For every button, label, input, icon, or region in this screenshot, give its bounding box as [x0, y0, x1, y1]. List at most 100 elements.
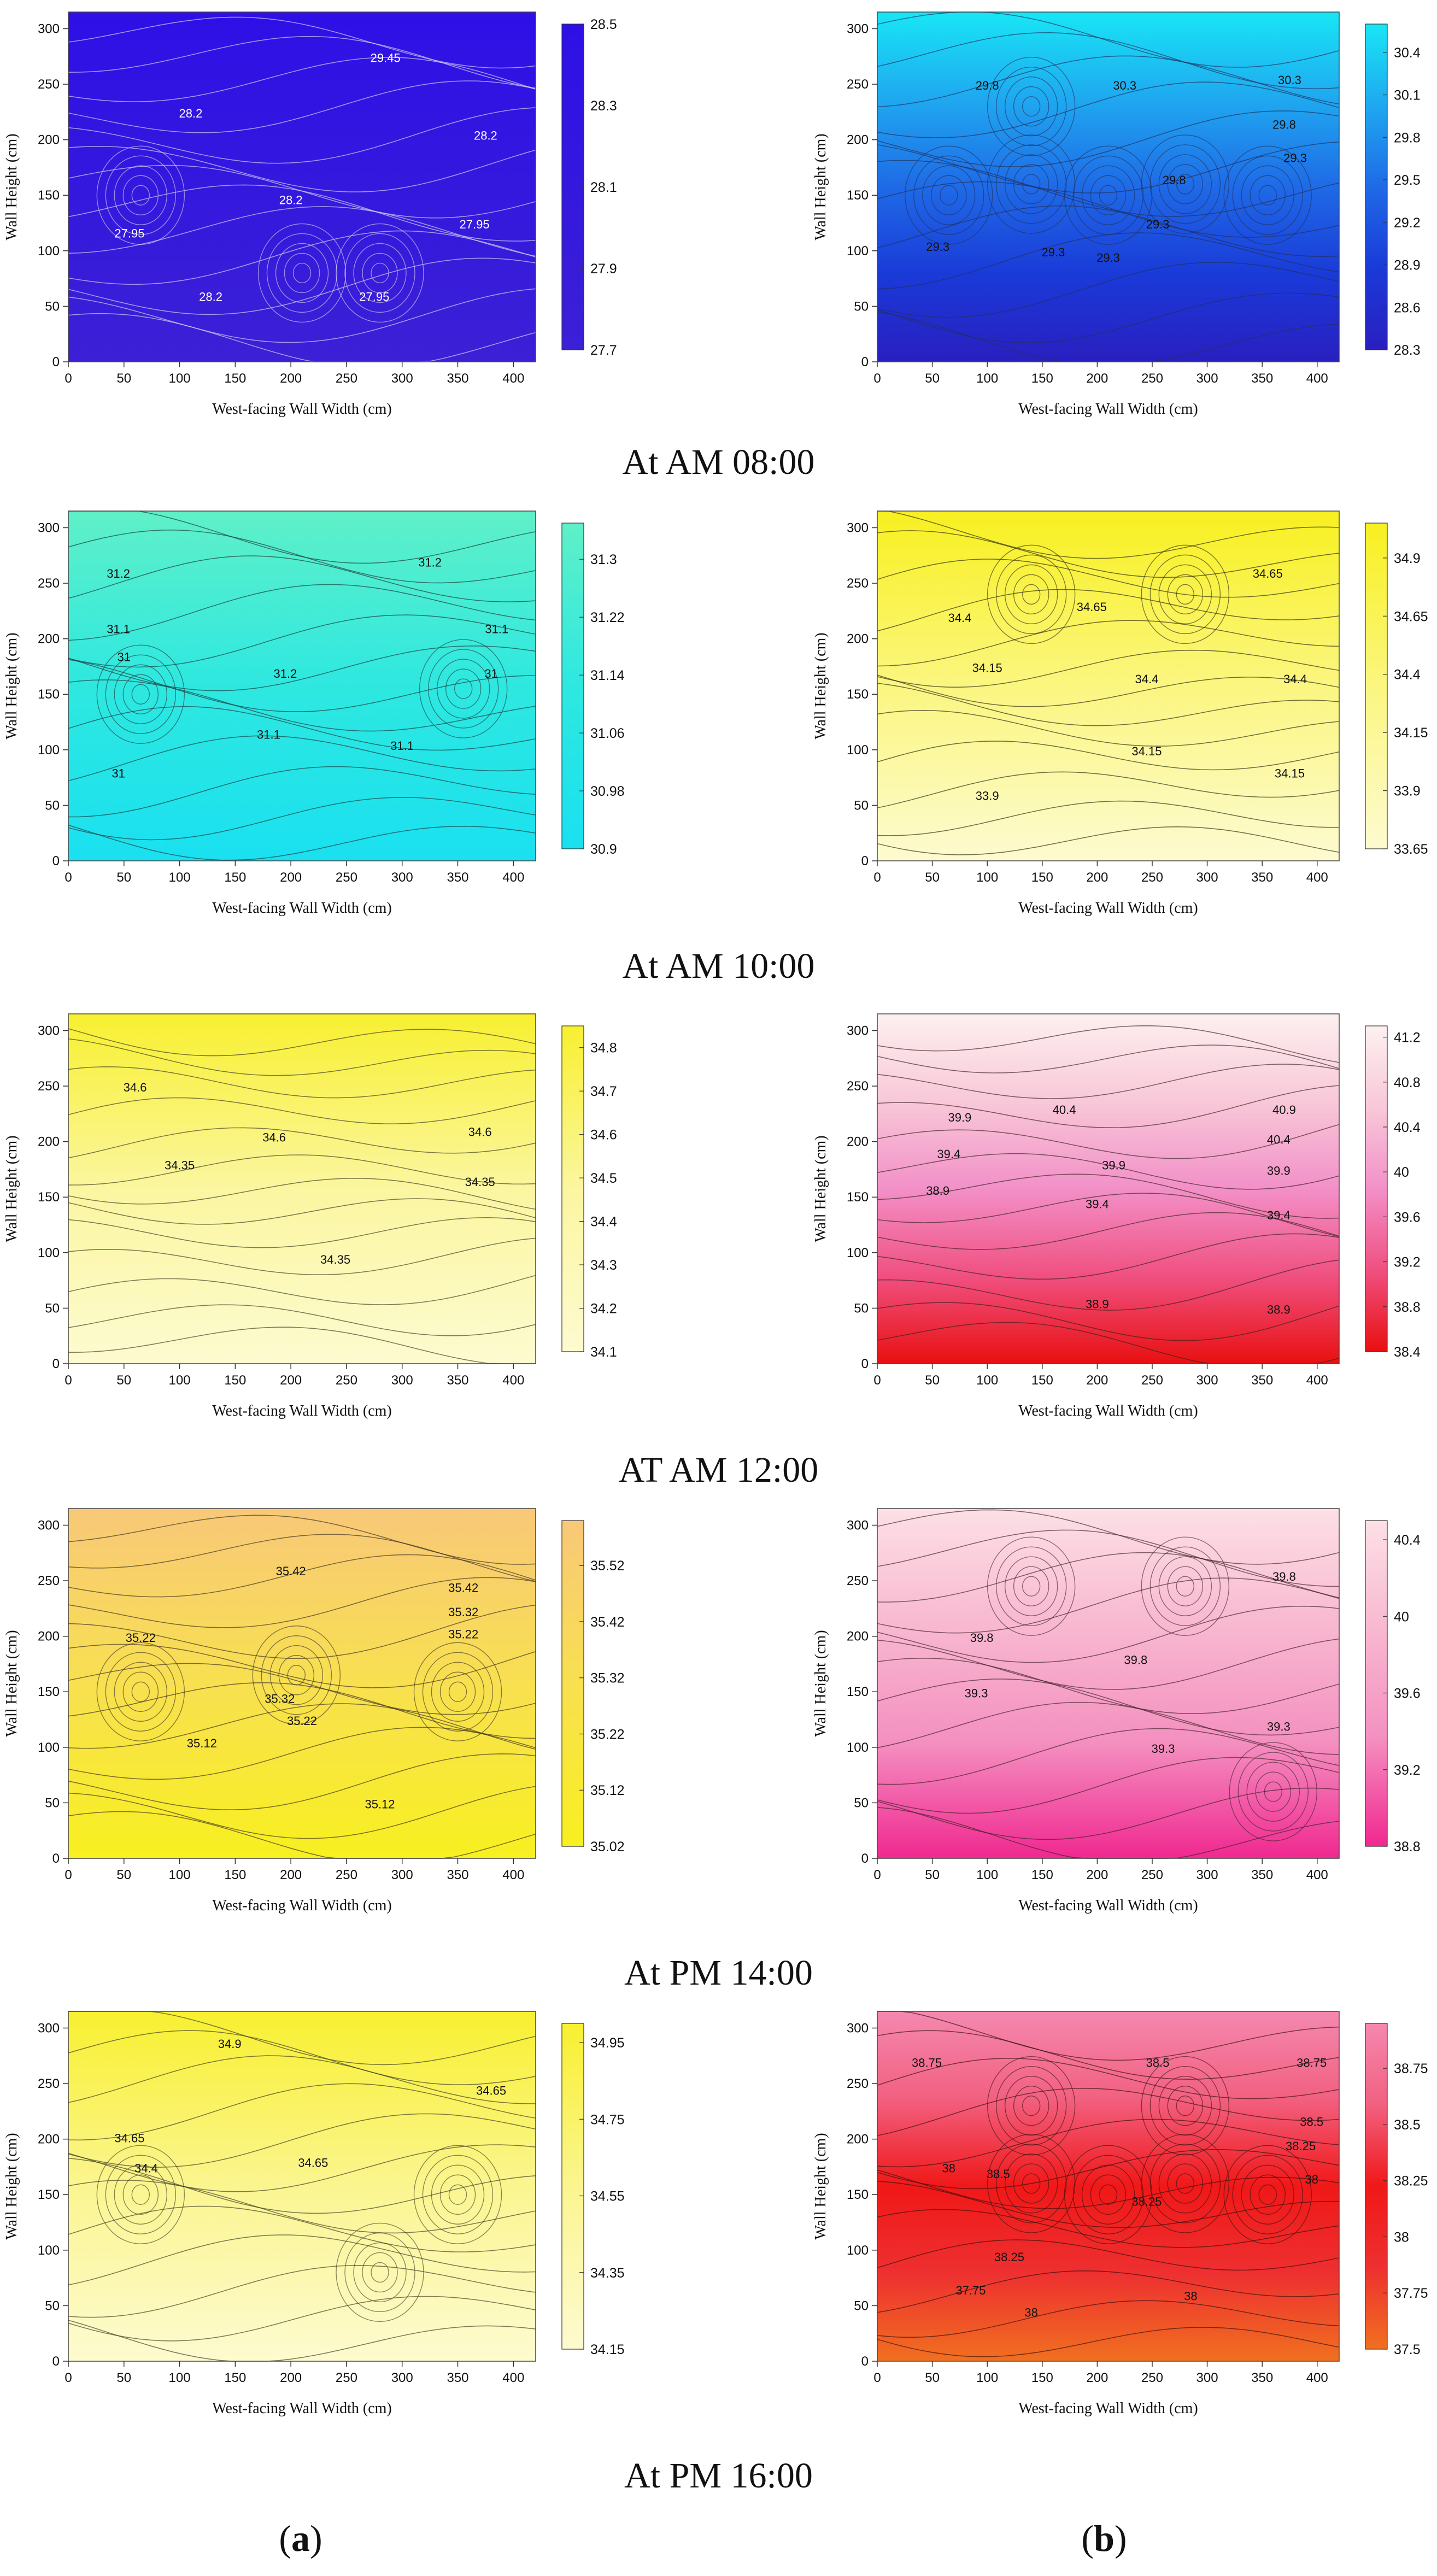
y-tick-label: 0 [861, 1851, 869, 1866]
contour-ring [1072, 2155, 1144, 2234]
contour-ring [292, 262, 312, 284]
contour-label: 28.2 [179, 107, 203, 120]
contour-line [877, 559, 1340, 598]
contour-ring [96, 1642, 185, 1741]
contour-line [877, 2030, 1340, 2080]
x-tick-label: 50 [925, 1868, 940, 1882]
contour-label: 29.45 [371, 51, 401, 64]
colorbar-tick-label: 40.4 [1394, 1120, 1421, 1135]
x-tick-label: 0 [873, 371, 881, 386]
contour-line [68, 2234, 536, 2286]
contour-line [877, 1577, 1340, 1634]
y-tick-label: 250 [847, 1574, 869, 1588]
contour-ring [995, 2066, 1067, 2146]
y-tick-label: 300 [847, 1023, 869, 1038]
contour-line [877, 1302, 1340, 1341]
panel-label-a-letter: a [291, 2518, 310, 2559]
y-axis-label: Wall Height (cm) [812, 2133, 829, 2239]
contour-chart-b-3: 39.8 39.8 39.8 39.3 39.3 39.3 0 50 100 150 200 250 3… [812, 1508, 1421, 1914]
contour-line [68, 1097, 536, 1125]
y-tick-label: 100 [847, 1246, 869, 1260]
contour-line [877, 1233, 1340, 1280]
x-tick-label: 350 [447, 870, 468, 885]
colorbar-tick-label: 28.3 [1394, 343, 1421, 358]
contour-line [68, 1534, 536, 1582]
contour-ring [1141, 2056, 1230, 2156]
contour-line [68, 645, 536, 691]
x-tick-label: 250 [1141, 870, 1163, 885]
x-tick-label: 300 [391, 371, 413, 386]
colorbar-tick-label: 39.2 [1394, 1255, 1421, 1270]
colorbar-tick-label: 35.42 [590, 1615, 625, 1630]
x-tick-label: 150 [1031, 870, 1053, 885]
contour-ring [1167, 2163, 1204, 2204]
colorbar-tick-label: 35.02 [590, 1839, 625, 1855]
contour-ring [1167, 574, 1204, 615]
colorbar-tick-label: 31.14 [590, 668, 625, 683]
contour-label: 34.15 [1131, 744, 1162, 758]
y-tick-label: 100 [38, 2243, 60, 2258]
contour-ring [266, 233, 338, 313]
contour-label: 34.65 [298, 2156, 328, 2169]
y-tick-label: 150 [38, 1685, 60, 1699]
colorbar-tick-label: 29.2 [1394, 215, 1421, 231]
contour-line [877, 110, 1340, 167]
contour-line [68, 1178, 536, 1210]
y-axis-label: Wall Height (cm) [812, 133, 829, 240]
contour-label: 39.8 [970, 1631, 994, 1645]
contour-line [877, 2087, 1340, 2137]
y-axis-label: Wall Height (cm) [812, 1630, 829, 1736]
contour-ring [995, 554, 1067, 635]
y-tick-label: 50 [854, 1795, 869, 1810]
contour-ring [431, 2164, 485, 2225]
contour-line [877, 589, 1340, 632]
colorbar [1365, 1025, 1388, 1352]
contour-ring [1229, 1742, 1317, 1841]
contour-label: 38.5 [987, 2167, 1010, 2181]
contour-line [68, 1154, 536, 1186]
y-tick-label: 250 [38, 77, 60, 92]
x-tick-label: 100 [169, 870, 191, 885]
contour-ring [1176, 174, 1195, 195]
contour-line [877, 181, 1340, 238]
x-tick-label: 100 [976, 2370, 998, 2385]
y-tick-label: 50 [45, 798, 60, 813]
contour-ring [1250, 175, 1286, 215]
colorbar-tick-label: 37.5 [1394, 2342, 1421, 2357]
contour-ring [1246, 1762, 1300, 1822]
contour-ring [131, 684, 150, 705]
contour-label: 28.2 [279, 193, 303, 207]
contour-label: 29.3 [926, 240, 949, 254]
contour-ring [114, 165, 168, 225]
contour-ring [1004, 154, 1058, 214]
contour-ring [1022, 2173, 1041, 2194]
colorbar-tick-label: 35.32 [590, 1671, 625, 1686]
contour-label: 35.22 [287, 1714, 317, 1728]
contour-chart-b-1: 34.4 34.65 34.65 34.15 34.4 34.4 34.15 34.15 33.… [812, 510, 1428, 917]
contour-label: 34.65 [1253, 567, 1283, 580]
x-tick-label: 200 [280, 1373, 302, 1388]
contour-line [877, 1728, 1340, 1785]
contour-line [877, 2011, 1340, 2061]
colorbar-tick-label: 39.2 [1394, 1763, 1421, 1778]
contour-ring [131, 1681, 150, 1702]
colorbar-tick-label: 34.95 [590, 2035, 625, 2051]
contour-ring [995, 144, 1067, 224]
contour-line [68, 36, 536, 89]
contour-line [68, 584, 536, 641]
x-tick-label: 400 [1306, 2370, 1328, 2385]
y-tick-label: 250 [847, 2076, 869, 2091]
y-tick-label: 100 [847, 743, 869, 758]
x-tick-label: 100 [976, 1373, 998, 1388]
colorbar-tick-label: 38.8 [1394, 1300, 1421, 1315]
contour-chart-a-1: 31.2 31.2 31.1 31.1 31 31 31.2 31.1 31.1 31 0 50 100… [3, 510, 625, 917]
contour-line [877, 620, 1340, 667]
contour-label: 28.2 [199, 290, 222, 303]
contour-label: 34.35 [165, 1158, 195, 1172]
contour-ring [995, 66, 1067, 146]
contour-label: 31 [484, 667, 497, 680]
contour-ring [122, 674, 159, 714]
contour-label: 34.6 [468, 1125, 492, 1139]
colorbar [1365, 523, 1388, 849]
contour-ring [439, 1671, 476, 1712]
